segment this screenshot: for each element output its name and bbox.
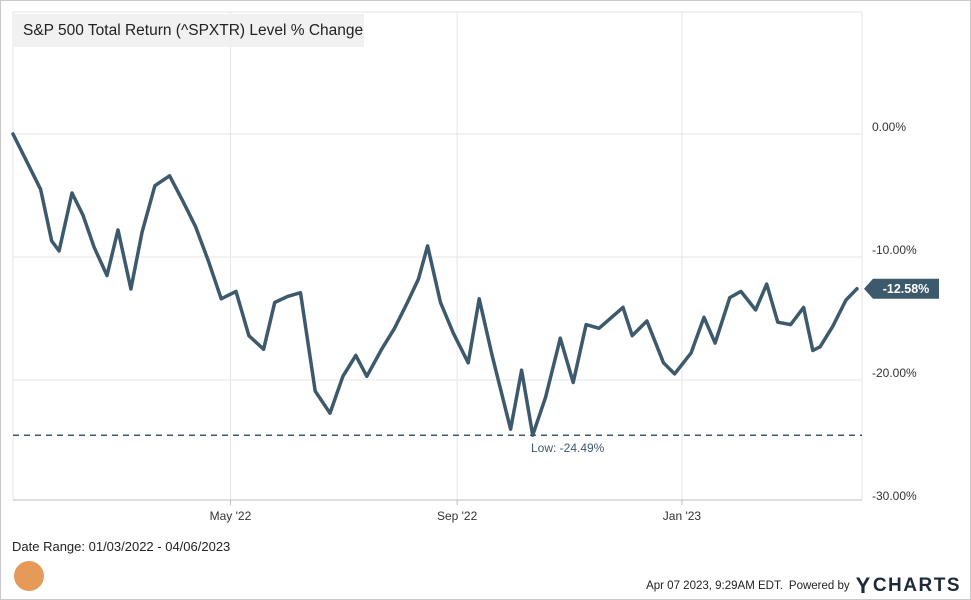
series-layer — [11, 132, 859, 437]
last-value-badge — [864, 278, 939, 299]
date-range-label: Date Range: 01/03/2022 - 04/06/2023 — [12, 539, 231, 554]
axis-layer: 0.00% -10.00% -20.00% -30.00% May '22 Sep '22… — [13, 120, 917, 523]
x-tick-label: Jan '23 — [663, 509, 702, 523]
powered-by-label: Powered by — [788, 580, 850, 592]
last-value-label: -12.58% — [883, 282, 930, 296]
annotation-layer: Low: -24.49% -12.58% — [13, 278, 939, 455]
wheat-logo-icon — [14, 561, 44, 591]
ycharts-logo[interactable]: Y CHARTS — [856, 573, 961, 599]
x-tick-label: Sep '22 — [437, 509, 478, 523]
y-tick-label: -10.00% — [872, 243, 917, 257]
y-tick-label: 0.00% — [872, 120, 906, 134]
x-tick-label: May '22 — [210, 509, 252, 523]
series-line — [11, 132, 859, 437]
ycharts-logo-text: CHARTS — [872, 575, 961, 596]
grid-layer — [12, 11, 863, 501]
y-tick-label: -30.00% — [872, 489, 917, 503]
low-annotation-label: Low: -24.49% — [531, 441, 605, 455]
chart-title: S&P 500 Total Return (^SPXTR) Level % Ch… — [13, 14, 364, 47]
ycharts-logo-y: Y — [855, 573, 872, 598]
y-tick-label: -20.00% — [872, 366, 917, 380]
footer: Apr 07 2023, 9:29AM EDT. Powered by Y CH… — [646, 573, 961, 599]
timestamp: Apr 07 2023, 9:29AM EDT. — [646, 580, 783, 592]
plot-area — [12, 11, 863, 501]
